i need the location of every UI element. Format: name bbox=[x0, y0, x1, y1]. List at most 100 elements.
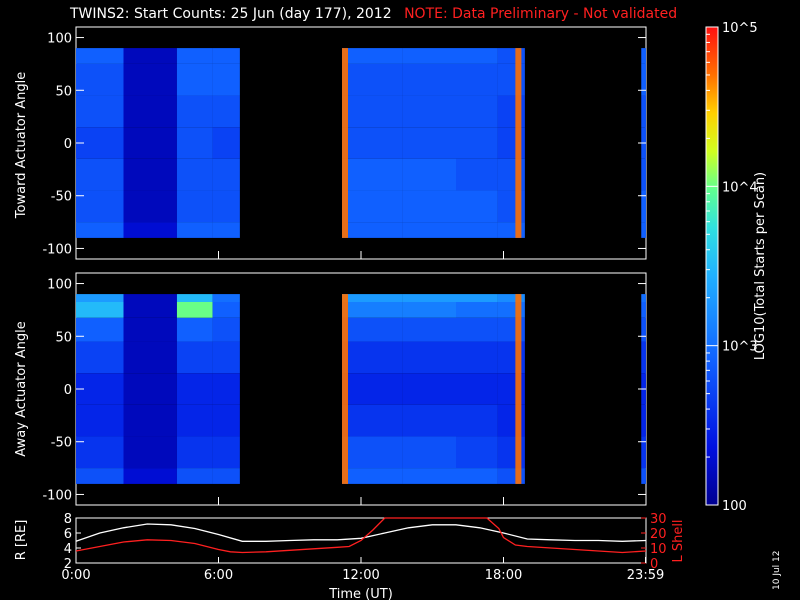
away-angle-heatmap bbox=[76, 294, 646, 484]
heatmap-cell bbox=[342, 158, 403, 191]
heatmap-cell bbox=[342, 404, 403, 437]
heatmap-cell bbox=[176, 63, 213, 96]
heatmap-cell bbox=[342, 317, 403, 342]
heatmap-cell bbox=[342, 302, 403, 318]
heatmap-cell bbox=[76, 63, 124, 96]
heatmap-cell bbox=[456, 468, 498, 484]
heatmap-cell bbox=[123, 158, 177, 191]
heatmap-cell bbox=[342, 222, 403, 238]
heatmap-cell bbox=[402, 373, 456, 405]
ytick-label: 100 bbox=[47, 278, 72, 293]
heatmap-cell bbox=[641, 63, 646, 96]
heatmap-cell bbox=[212, 373, 240, 405]
heatmap-cell bbox=[123, 468, 177, 484]
colorbar-ticks: 100 10^3 10^4 10^5 bbox=[706, 21, 758, 514]
heatmap-cell bbox=[176, 222, 213, 238]
preliminary-note: NOTE: Data Preliminary - Not validated bbox=[404, 6, 678, 22]
heatmap-edge-band bbox=[515, 48, 522, 238]
toward-angle-yticks: 100 50 0 -50 -100 bbox=[42, 32, 647, 259]
heatmap-cell bbox=[456, 127, 498, 159]
heatmap-cell bbox=[641, 158, 646, 191]
ephemeris-lines bbox=[75, 517, 647, 554]
colorbar-tick-label: 10^4 bbox=[722, 180, 758, 195]
heatmap-cell bbox=[76, 436, 124, 469]
heatmap-cell bbox=[456, 95, 498, 128]
heatmap-cell bbox=[402, 294, 456, 302]
heatmap-cell bbox=[212, 341, 240, 374]
heatmap-cell bbox=[342, 190, 403, 223]
heatmap-cell bbox=[456, 158, 498, 191]
heatmap-cell bbox=[212, 190, 240, 223]
toward-angle-ylabel: Toward Actuator Angle bbox=[14, 72, 29, 219]
heatmap-cell bbox=[212, 95, 240, 128]
heatmap-cell bbox=[176, 294, 213, 302]
ytick-label: 2 bbox=[64, 557, 72, 572]
heatmap-cell bbox=[402, 190, 456, 223]
heatmap-cell bbox=[212, 222, 240, 238]
heatmap-cell bbox=[176, 468, 213, 484]
time-axis-label: Time (UT) bbox=[328, 587, 393, 600]
heatmap-cell bbox=[123, 341, 177, 374]
heatmap-cell bbox=[212, 302, 240, 318]
heatmap-edge-band bbox=[342, 48, 348, 238]
heatmap-cell bbox=[402, 127, 456, 159]
away-angle-ylabel: Away Actuator Angle bbox=[14, 321, 29, 456]
heatmap-cell bbox=[176, 302, 213, 318]
heatmap-cell bbox=[456, 436, 498, 469]
heatmap-cell bbox=[342, 294, 403, 302]
r-series-line bbox=[75, 523, 647, 542]
heatmap-cell bbox=[176, 48, 213, 64]
heatmap-cell bbox=[402, 95, 456, 128]
heatmap-cell bbox=[342, 436, 403, 469]
heatmap-cell bbox=[641, 48, 646, 64]
heatmap-cell bbox=[641, 404, 646, 437]
away-angle-panel: 100 50 0 -50 -100 Away Actuator Angle bbox=[14, 272, 647, 506]
title-text: TWINS2: Start Counts: 25 Jun (day 177), … bbox=[70, 6, 392, 22]
toward-angle-panel: 100 50 0 -50 -100 Toward Actuator Angle bbox=[14, 26, 647, 260]
heatmap-cell bbox=[123, 317, 177, 342]
heatmap-cell bbox=[456, 341, 498, 374]
heatmap-cell bbox=[176, 436, 213, 469]
heatmap-cell bbox=[456, 48, 498, 64]
colorbar-tick-label: 10^3 bbox=[722, 340, 758, 355]
heatmap-cell bbox=[76, 404, 124, 437]
colorbar: 100 10^3 10^4 10^5 LOG10(Total Starts per S… bbox=[705, 21, 768, 514]
heatmap-cell bbox=[641, 294, 646, 302]
xtick-label: 12:00 bbox=[342, 568, 379, 583]
y2tick-label: 0 bbox=[650, 557, 658, 572]
heatmap-cell bbox=[212, 158, 240, 191]
heatmap-cell bbox=[456, 294, 498, 302]
ytick-label: 0 bbox=[64, 383, 72, 398]
heatmap-cell bbox=[123, 127, 177, 159]
heatmap-cell bbox=[641, 468, 646, 484]
heatmap-cell bbox=[176, 341, 213, 374]
heatmap-cell bbox=[342, 468, 403, 484]
heatmap-cell bbox=[402, 468, 456, 484]
heatmap-cell bbox=[342, 127, 403, 159]
colorbar-gradient bbox=[705, 26, 719, 506]
heatmap-cell bbox=[176, 95, 213, 128]
heatmap-cell bbox=[212, 404, 240, 437]
heatmap-cell bbox=[212, 468, 240, 484]
heatmap-cell bbox=[456, 190, 498, 223]
lshell-axis-label: L Shell bbox=[671, 519, 686, 562]
heatmap-edge-band bbox=[342, 294, 348, 484]
chart-title: TWINS2: Start Counts: 25 Jun (day 177), … bbox=[70, 6, 677, 22]
heatmap-cell bbox=[402, 317, 456, 342]
ytick-label: -50 bbox=[51, 190, 72, 205]
heatmap-cell bbox=[76, 294, 124, 302]
ytick-label: -50 bbox=[51, 436, 72, 451]
xtick-label: 6:00 bbox=[204, 568, 233, 583]
xtick-label: 23:59 bbox=[627, 568, 664, 583]
heatmap-cell bbox=[123, 436, 177, 469]
ytick-label: 50 bbox=[55, 84, 72, 99]
ytick-label: 100 bbox=[47, 32, 72, 47]
heatmap-cell bbox=[76, 190, 124, 223]
heatmap-cell bbox=[123, 63, 177, 96]
xtick-label: 18:00 bbox=[485, 568, 522, 583]
ytick-label: 0 bbox=[64, 137, 72, 152]
heatmap-cell bbox=[402, 158, 456, 191]
ytick-label: 8 bbox=[64, 512, 72, 527]
heatmap-cell bbox=[123, 95, 177, 128]
heatmap-cell bbox=[76, 95, 124, 128]
